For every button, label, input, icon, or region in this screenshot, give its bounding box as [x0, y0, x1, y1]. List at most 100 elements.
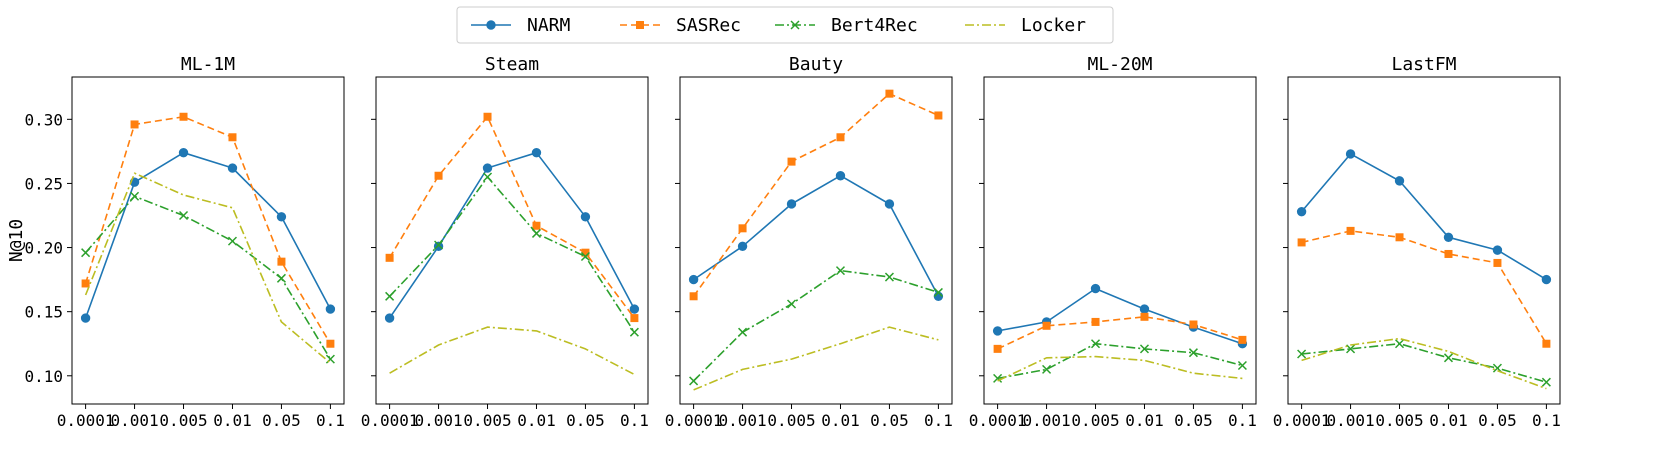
series-narm	[384, 147, 640, 323]
x-tick-label: 0.01	[1429, 411, 1468, 430]
data-point	[629, 304, 640, 314]
data-point	[934, 111, 943, 120]
series-narm	[80, 147, 336, 323]
x-tick-label: 0.0001	[57, 411, 115, 430]
series-line	[84, 116, 332, 345]
x-tick-label: 0.1	[316, 411, 345, 430]
x-tick-label: 0.1	[1228, 411, 1257, 430]
data-point	[630, 314, 639, 323]
series-bert4rec	[81, 191, 335, 364]
data-point	[1140, 312, 1149, 321]
x-tick-label: 0.05	[870, 411, 909, 430]
series-line	[997, 355, 1243, 382]
series-line	[693, 174, 940, 297]
series-narm	[688, 171, 944, 301]
series-line	[84, 151, 332, 319]
data-point	[737, 241, 748, 251]
data-point	[1139, 304, 1150, 314]
series-sasrec	[81, 112, 335, 348]
series-line	[1300, 153, 1547, 281]
series-line	[84, 195, 332, 360]
data-point	[483, 112, 492, 121]
series-locker	[997, 355, 1243, 382]
data-point	[1091, 317, 1100, 326]
x-tick-label: 0.01	[821, 411, 860, 430]
data-point	[689, 376, 699, 386]
series-bert4rec	[993, 339, 1247, 383]
data-point	[1238, 335, 1247, 344]
data-point	[325, 304, 336, 314]
data-point	[1090, 339, 1101, 349]
data-point	[1541, 274, 1552, 285]
panel-title: Steam	[485, 54, 539, 75]
data-point	[835, 171, 846, 181]
y-tick-label: 0.25	[24, 174, 63, 193]
data-point	[992, 326, 1003, 336]
series-line	[389, 326, 635, 376]
x-tick-label: 0.0001	[665, 411, 723, 430]
x-tick-label: 0.05	[566, 411, 605, 430]
x-tick-label: 0.0001	[1273, 411, 1331, 430]
data-point	[385, 253, 394, 262]
data-point	[786, 199, 797, 209]
series-bert4rec	[385, 172, 639, 337]
data-point	[1394, 339, 1405, 349]
data-point	[434, 240, 444, 250]
data-point	[1188, 348, 1198, 358]
data-point	[580, 251, 590, 262]
legend-item-narm: NARM	[471, 15, 571, 36]
y-tick-label: 0.15	[24, 303, 63, 322]
legend-item-sasrec: SASRec	[620, 15, 741, 36]
series-line	[693, 326, 939, 391]
series-line	[1301, 337, 1547, 390]
legend-label: NARM	[527, 15, 571, 36]
data-point	[688, 274, 699, 285]
series-narm	[992, 283, 1248, 349]
x-tick-label: 0.005	[1071, 411, 1119, 430]
x-tick-label: 0.05	[262, 411, 301, 430]
data-point	[1139, 344, 1150, 354]
data-point	[130, 120, 139, 129]
x-tick-label: 0.01	[517, 411, 556, 430]
data-point	[1394, 176, 1405, 186]
x-tick-label: 0.001	[718, 411, 766, 430]
data-point	[1493, 258, 1502, 267]
series-line	[84, 172, 331, 364]
plot-frame	[375, 76, 649, 405]
data-point	[276, 273, 286, 283]
data-point	[228, 133, 237, 142]
panel-title: LastFM	[1391, 54, 1456, 75]
data-point	[885, 89, 894, 98]
series-bert4rec	[1297, 339, 1551, 387]
data-point	[1042, 321, 1051, 330]
data-point	[933, 287, 943, 297]
data-point	[178, 210, 189, 221]
data-point	[80, 313, 91, 323]
data-point	[1042, 364, 1052, 374]
data-point	[884, 199, 895, 209]
legend-item-bert4rec: Bert4Rec	[775, 15, 918, 36]
x-tick-label: 0.01	[213, 411, 252, 430]
series-sasrec	[1297, 226, 1551, 348]
data-point	[227, 163, 238, 173]
x-tick-label: 0.001	[1022, 411, 1070, 430]
panel-title: ML-20M	[1087, 54, 1152, 75]
x-tick-label: 0.001	[1326, 411, 1374, 430]
series-line	[388, 116, 636, 319]
data-point	[1443, 353, 1454, 363]
data-point	[836, 133, 845, 142]
data-point	[1296, 206, 1307, 217]
data-point	[581, 248, 590, 257]
data-point	[1189, 320, 1198, 329]
series-locker	[693, 326, 939, 391]
y-axis-label: N@10	[6, 219, 27, 262]
y-tick-label: 0.20	[24, 239, 63, 258]
legend-marker	[486, 20, 496, 30]
series-line	[693, 269, 939, 382]
data-point	[1443, 232, 1454, 242]
